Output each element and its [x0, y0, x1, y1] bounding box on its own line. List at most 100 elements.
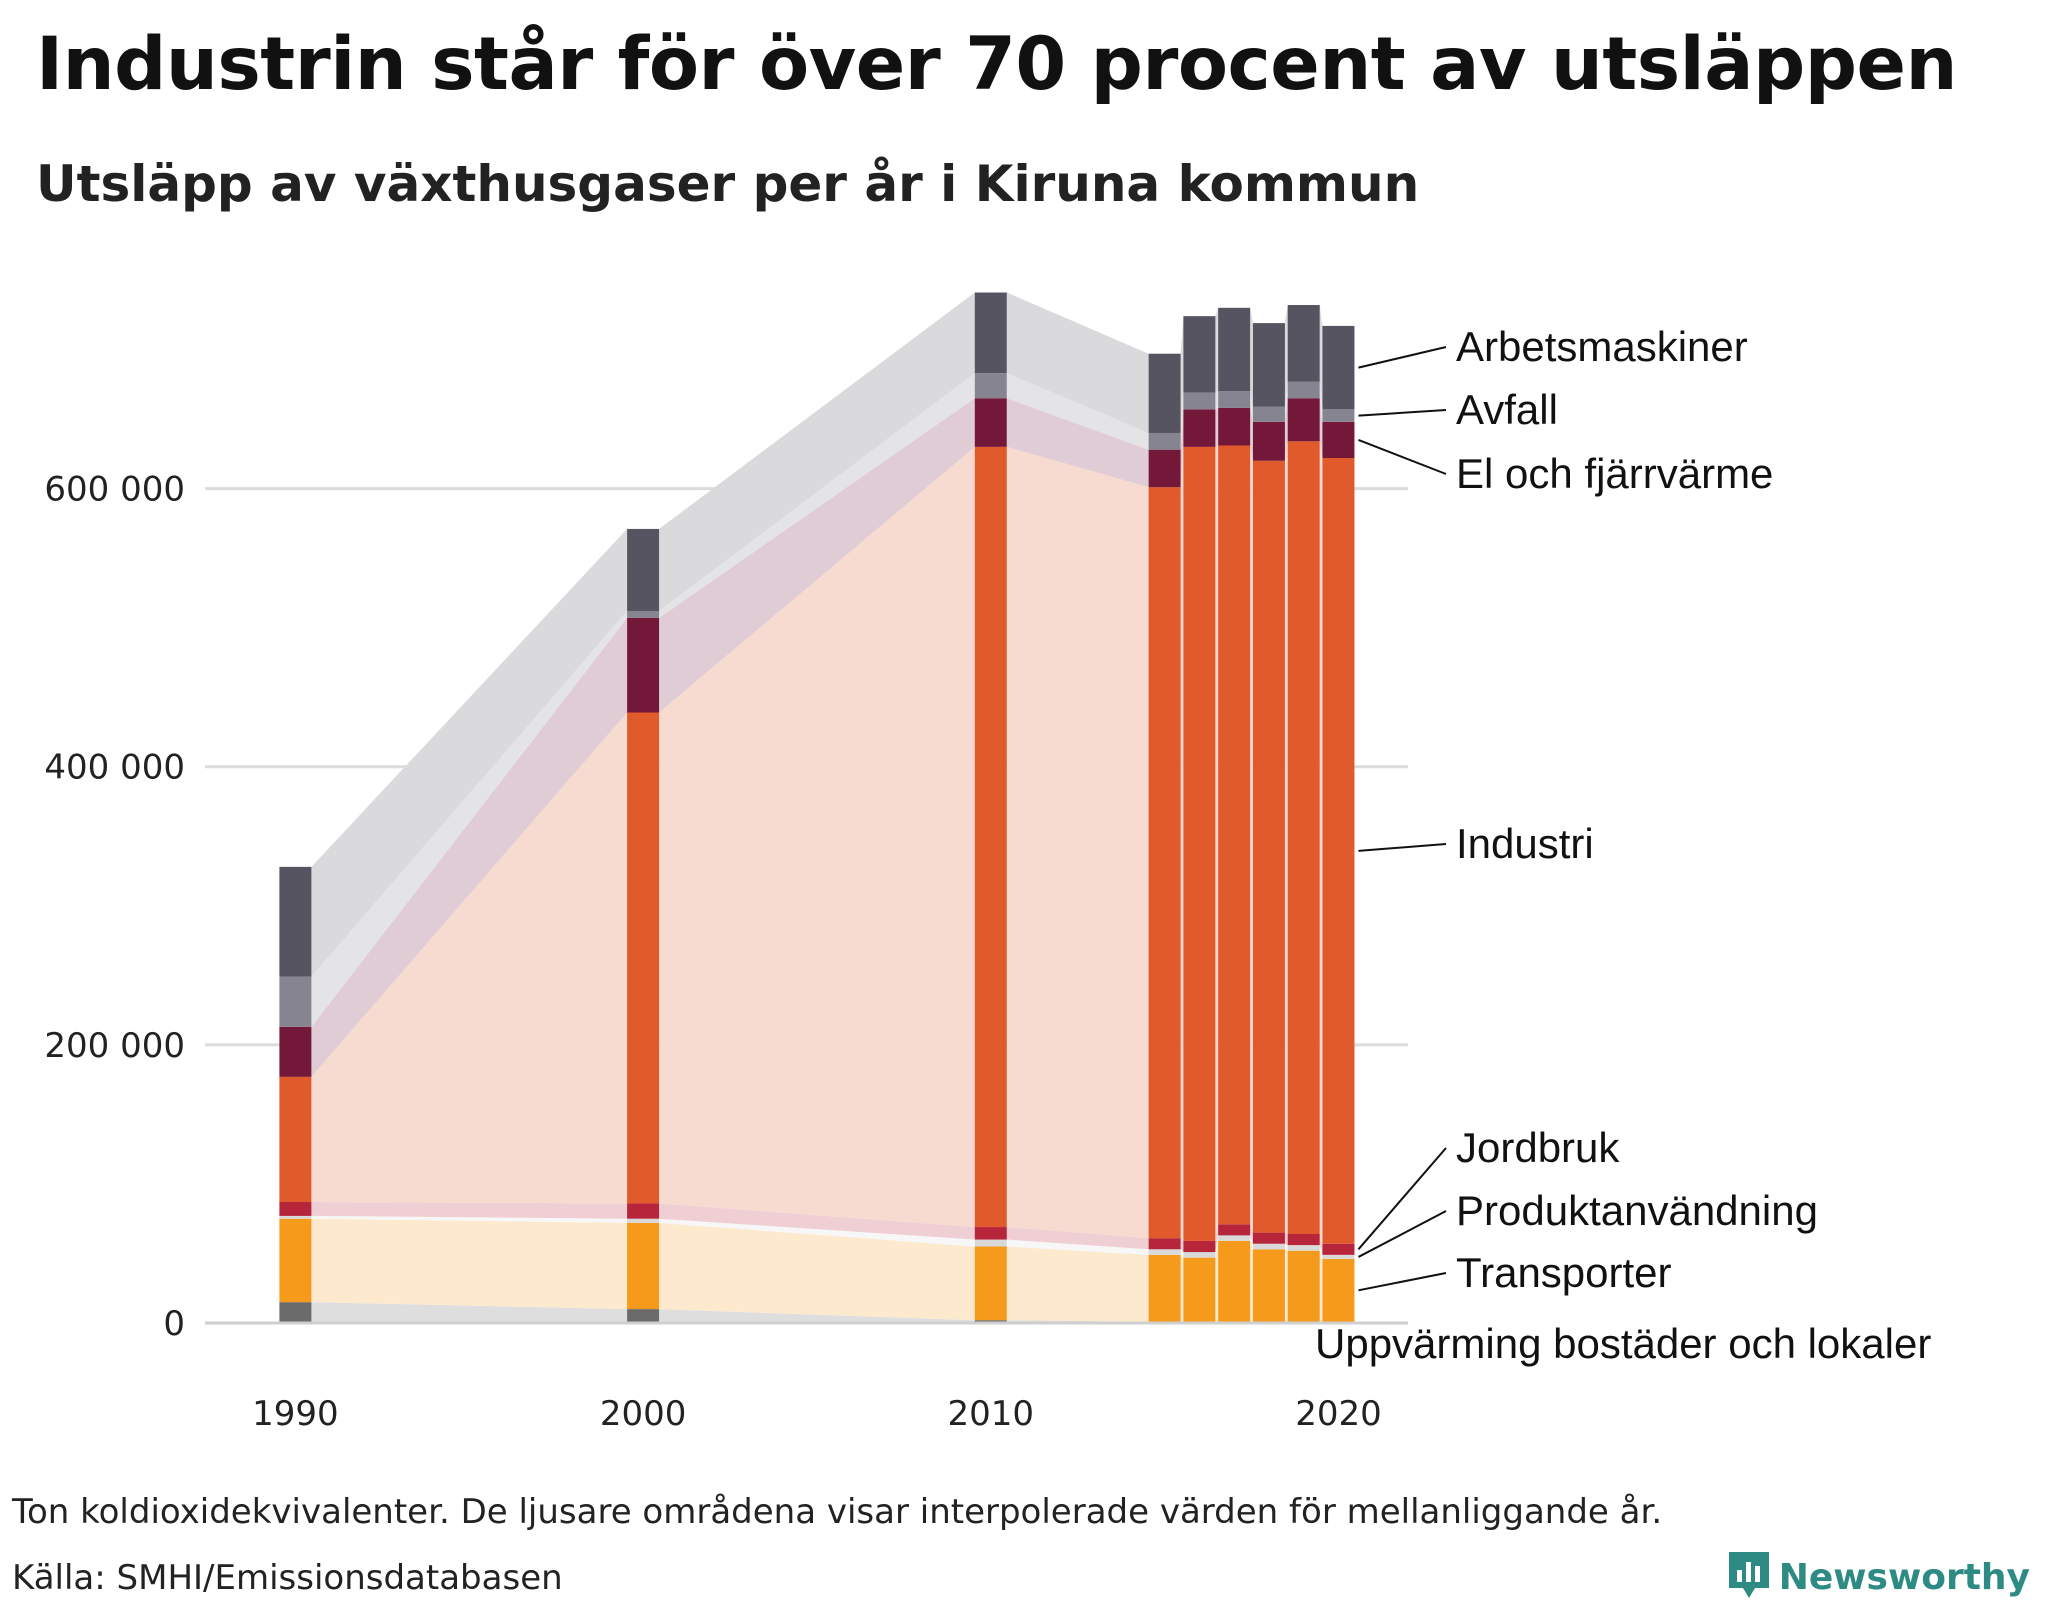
bar-segment: [279, 1202, 312, 1216]
bar-segment: [974, 1239, 1007, 1247]
interpolated-area: [311, 712, 628, 1204]
interpolated-area: [1180, 1249, 1184, 1258]
bar-segment: [1252, 1249, 1285, 1322]
bar-segment: [279, 866, 312, 977]
newsworthy-brand[interactable]: Newsworthy: [1727, 1550, 2030, 1604]
leader-line: [1358, 438, 1447, 475]
x-tick-label: 1990: [252, 1394, 339, 1434]
interpolated-area: [659, 1203, 975, 1240]
bar-segment: [1322, 1254, 1355, 1260]
interpolated-area: [311, 610, 628, 1027]
leader-line: [1357, 1147, 1447, 1250]
bar-segment: [627, 528, 660, 611]
bar-segment: [627, 1309, 660, 1323]
leader-line: [1358, 1272, 1447, 1292]
bar-segment: [1183, 1257, 1216, 1322]
interpolated-area: [311, 1218, 628, 1310]
interpolated-area: [1284, 1249, 1288, 1322]
bar-segment: [627, 1218, 660, 1223]
series-label: Uppvärming bostäder och lokaler: [1315, 1320, 1931, 1367]
bar-segment: [1252, 1243, 1285, 1250]
interpolated-area: [311, 1302, 628, 1323]
interpolated-area: [1006, 446, 1149, 1239]
bar-segment: [1252, 421, 1285, 461]
bar-segment: [1218, 407, 1251, 446]
footnote: Ton koldioxidekvivalenter. De ljusare om…: [12, 1492, 1663, 1532]
series-labels: Uppvärming bostäder och lokaler Transport…: [1315, 323, 1931, 1367]
bar-segment: [1218, 1224, 1251, 1236]
y-tick-label: 600 000: [44, 470, 185, 510]
interpolated-area: [659, 292, 975, 611]
bar-segment: [974, 446, 1007, 1228]
bar-segment: [1183, 316, 1216, 393]
x-tick-label: 2000: [600, 1394, 687, 1434]
interpolated-area: [1180, 1254, 1184, 1322]
bar-segment: [1148, 449, 1181, 488]
interpolated-area: [1250, 307, 1253, 407]
x-tick-label: 2020: [1295, 1394, 1382, 1434]
bar-segment: [1148, 1238, 1181, 1250]
y-tick-label: 200 000: [44, 1026, 185, 1066]
interpolated-area: [1319, 305, 1323, 410]
interpolated-area: [1215, 445, 1219, 1241]
bar-segment: [1183, 1252, 1216, 1258]
series-label: Transporter: [1456, 1249, 1672, 1296]
leader-line: [1358, 346, 1447, 369]
interpolated-area: [311, 528, 628, 977]
leader-line: [1357, 1210, 1447, 1258]
interpolated-area: [1006, 373, 1149, 450]
y-tick-label: 0: [163, 1304, 185, 1344]
interpolated-area: [1180, 392, 1184, 450]
bar-segment: [974, 398, 1007, 447]
interpolated-area: [1250, 445, 1253, 1233]
chart-subtitle: Utsläpp av växthusgaser per år i Kiruna …: [36, 155, 1420, 213]
bar-segment: [1183, 392, 1216, 410]
bar-segment: [1287, 1233, 1320, 1246]
bar-segment: [279, 976, 312, 1027]
bar-segment: [1218, 391, 1251, 408]
bar-segment: [1183, 1240, 1216, 1253]
y-tick-label: 400 000: [44, 748, 185, 788]
bar-segment: [1252, 323, 1285, 407]
bar-segment: [1148, 1249, 1181, 1255]
bar-segment: [1252, 1232, 1285, 1244]
bar-segment: [1287, 305, 1320, 382]
interpolated-area: [1319, 381, 1323, 422]
bar-segment: [1287, 398, 1320, 442]
bar-segment: [1148, 353, 1181, 433]
interpolated-area: [1284, 441, 1288, 1234]
interpolated-area: [659, 1309, 975, 1323]
interpolated-area: [1180, 316, 1184, 433]
interpolated-area: [1006, 292, 1149, 433]
bar-segment: [1183, 446, 1216, 1241]
bar-segment: [279, 1076, 312, 1203]
interpolated-area: [1180, 1238, 1184, 1253]
interpolated-area: [1284, 381, 1288, 422]
bar-segment: [627, 610, 660, 618]
interpolated-area: [1284, 398, 1288, 461]
interpolated-area: [1250, 391, 1253, 422]
bar-segment: [1148, 432, 1181, 450]
interpolated-area: [1250, 1240, 1253, 1322]
interpolated-area: [1006, 1227, 1149, 1250]
newsworthy-logo-icon: [1727, 1550, 1771, 1604]
bar-segment: [1218, 1235, 1251, 1241]
bar-segment: [627, 1222, 660, 1310]
interpolated-area: [1180, 409, 1184, 488]
bar-segment: [627, 1203, 660, 1219]
stacked-bar-chart: 0 200 000 400 000 600 000 1990 2000 2010 2020 U…: [44, 292, 1931, 1434]
series-label: Arbetsmaskiner: [1456, 323, 1748, 370]
interpolated-area: [1250, 1235, 1253, 1250]
interpolated-area: [1319, 1233, 1323, 1255]
bar-segment: [1322, 1243, 1355, 1255]
interpolated-area: [1284, 305, 1288, 407]
x-tick-label: 2010: [948, 1394, 1035, 1434]
bar-segment: [974, 292, 1007, 374]
interpolated-area: [1250, 407, 1253, 461]
interpolated-area: [311, 1215, 628, 1223]
leader-line: [1358, 409, 1447, 417]
interpolated-areas: [311, 292, 1323, 1323]
series-label: El och fjärrvärme: [1456, 450, 1773, 497]
interpolated-area: [1006, 398, 1149, 488]
leader-line: [1358, 843, 1447, 852]
